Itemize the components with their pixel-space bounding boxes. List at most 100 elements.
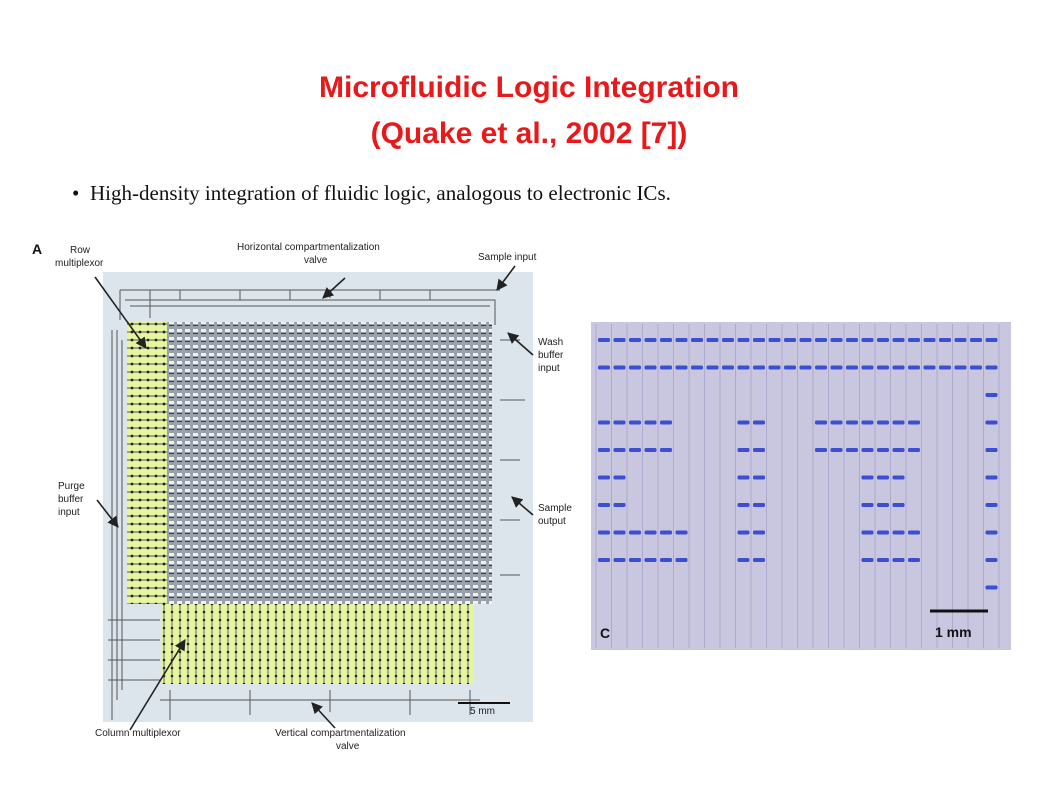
stained-chamber <box>861 448 874 452</box>
stained-chamber <box>629 420 641 425</box>
stained-chamber <box>830 338 843 342</box>
stained-chamber <box>737 338 750 342</box>
stained-chamber <box>861 558 874 562</box>
stained-chamber <box>985 503 998 507</box>
stained-chamber <box>908 448 920 452</box>
label-vert-valve-1: Vertical compartmentalization <box>275 728 406 739</box>
stained-chamber <box>877 448 889 452</box>
stained-chamber <box>644 558 657 562</box>
stained-chamber <box>861 475 874 480</box>
stained-chamber <box>675 365 688 370</box>
bullet-text: High-density integration of fluidic logi… <box>90 181 671 205</box>
stained-chamber <box>753 475 765 480</box>
stained-chamber <box>954 338 967 342</box>
label-wash-1: Wash <box>538 337 563 348</box>
label-purge-2: buffer <box>58 494 84 505</box>
stained-chamber <box>753 365 765 370</box>
stained-chamber <box>861 338 874 342</box>
stained-chamber <box>691 365 703 370</box>
stained-chamber <box>737 530 750 535</box>
stained-chamber <box>970 365 982 370</box>
stained-chamber <box>598 475 610 480</box>
stained-chamber <box>799 365 812 370</box>
stained-chamber <box>613 338 626 342</box>
panel-c-photo <box>591 322 1011 650</box>
stained-chamber <box>784 365 796 370</box>
stained-chamber <box>706 338 719 342</box>
stained-chamber <box>892 338 905 342</box>
stained-chamber <box>861 420 874 425</box>
stained-chamber <box>908 420 920 425</box>
label-sample-input: Sample input <box>478 252 537 263</box>
label-purge-3: input <box>58 507 80 518</box>
stained-chamber <box>613 530 626 535</box>
stained-chamber <box>939 365 951 370</box>
stained-chamber <box>830 448 843 452</box>
label-sample-out-2: output <box>538 516 566 527</box>
stained-chamber <box>691 338 703 342</box>
stained-chamber <box>598 338 610 342</box>
stained-chamber <box>660 420 672 425</box>
stained-chamber <box>768 365 781 370</box>
stained-chamber <box>629 558 641 562</box>
stained-chamber <box>629 338 641 342</box>
stained-chamber <box>753 530 765 535</box>
stained-chamber <box>877 530 889 535</box>
label-sample-out-1: Sample <box>538 503 572 514</box>
stained-chamber <box>908 530 920 535</box>
stained-chamber <box>908 365 920 370</box>
stained-chamber <box>675 558 688 562</box>
slide-title-line2: (Quake et al., 2002 [7]) <box>370 117 688 150</box>
stained-chamber <box>985 558 998 562</box>
stained-chamber <box>861 365 874 370</box>
stained-chamber <box>985 393 998 397</box>
stained-chamber <box>877 338 889 342</box>
stained-chamber <box>629 448 641 452</box>
bullet-item: • High-density integration of fluidic log… <box>72 181 671 206</box>
stained-chamber <box>985 420 998 425</box>
stained-chamber <box>923 338 936 342</box>
stained-chamber <box>722 365 734 370</box>
stained-chamber <box>613 503 626 507</box>
stained-chamber <box>613 558 626 562</box>
stained-chamber <box>768 338 781 342</box>
stained-chamber <box>737 448 750 452</box>
stained-chamber <box>846 365 858 370</box>
stained-chamber <box>861 503 874 507</box>
stained-chamber <box>877 475 889 480</box>
label-horiz-valve-1: Horizontal compartmentalization <box>237 242 380 253</box>
stained-chamber <box>598 503 610 507</box>
stained-chamber <box>908 558 920 562</box>
stained-chamber <box>644 530 657 535</box>
stained-chamber <box>737 365 750 370</box>
stained-chamber <box>660 448 672 452</box>
stained-chamber <box>877 503 889 507</box>
stained-chamber <box>892 530 905 535</box>
row-multiplexor-region <box>127 322 167 604</box>
stained-chamber <box>598 420 610 425</box>
stained-chamber <box>737 503 750 507</box>
stained-chamber <box>722 338 734 342</box>
stained-chamber <box>706 365 719 370</box>
stained-chamber <box>892 420 905 425</box>
stained-chamber <box>799 338 812 342</box>
stained-chamber <box>985 585 998 590</box>
panel-c-letter: C <box>600 625 610 641</box>
label-col-mux: Column multiplexor <box>95 728 181 739</box>
stained-chamber <box>644 448 657 452</box>
stained-chamber <box>815 420 827 425</box>
stained-chamber <box>613 420 626 425</box>
label-horiz-valve-2: valve <box>304 255 328 266</box>
stained-chamber <box>877 558 889 562</box>
stained-chamber <box>737 558 750 562</box>
label-row-mux-1: Row <box>70 245 91 256</box>
stained-chamber <box>846 448 858 452</box>
stained-chamber <box>660 558 672 562</box>
slide-title-line1: Microfluidic Logic Integration <box>319 71 739 104</box>
label-scale-a: 5 mm <box>470 706 495 717</box>
panel-a-letter: A <box>32 241 42 257</box>
label-wash-3: input <box>538 363 560 374</box>
stained-chamber <box>598 365 610 370</box>
stained-chamber <box>753 558 765 562</box>
